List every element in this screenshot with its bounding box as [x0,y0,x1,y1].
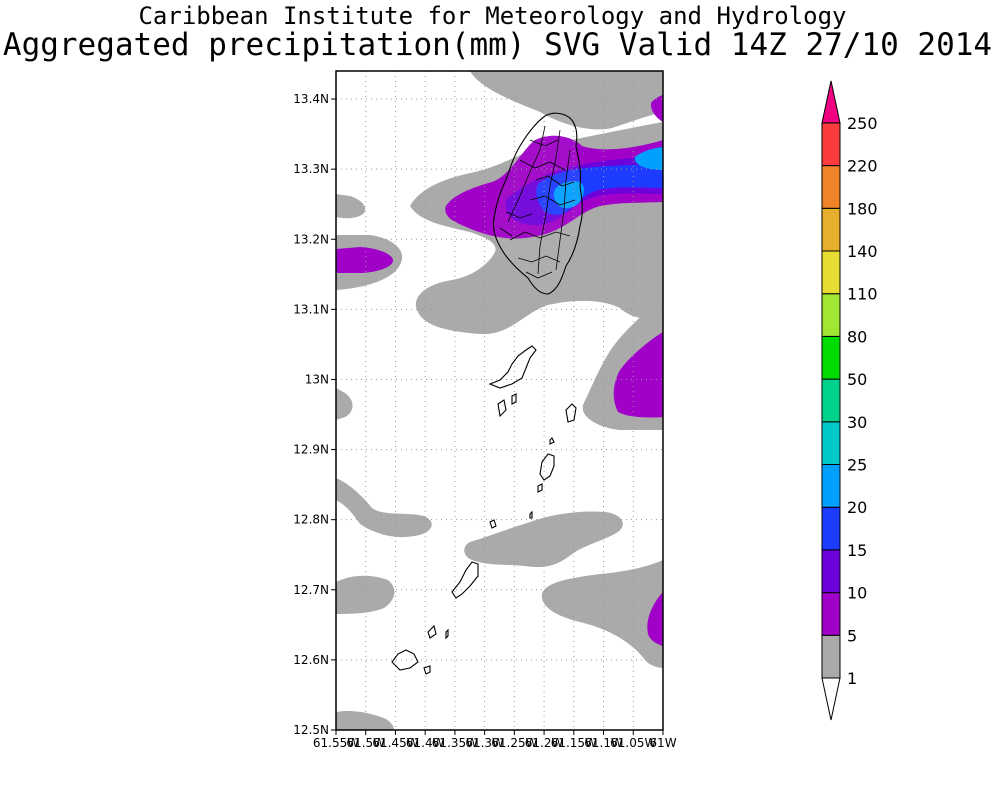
colorbar-segment [821,464,841,508]
precip-area-bottom-left [336,710,394,730]
lat-tick-label: 12.9N [293,443,329,457]
colorbar-segment [821,335,841,380]
precip-area-core-20mm-center [553,181,584,209]
lon-tick-label: 61.4W [406,736,445,750]
colorbar-segment [821,250,841,295]
precip-area-south-center [464,511,623,568]
precip-area-west-blob [336,247,394,273]
precip-area-west-small [336,388,353,420]
colorbar-label: 250 [847,114,878,133]
precip-area-south-east-blob [647,592,663,646]
colorbar-label: 5 [847,626,857,645]
colorbar-label: 10 [847,584,867,603]
lat-tick-label: 13.2N [293,232,329,246]
colorbar-label: 30 [847,413,867,432]
lat-tick-label: 12.7N [293,583,329,597]
small-islet-3 [549,437,555,445]
precip-area-east-blob [613,332,663,418]
lat-tick-label: 13.3N [293,162,329,176]
lat-tick-label: 13.1N [293,302,329,316]
lon-tick-label: 61.45W [372,736,418,750]
lon-tick-label: 61.55W [313,736,359,750]
colorbar-segment [821,207,841,252]
colorbar-label: 25 [847,456,867,475]
colorbar-label: 15 [847,541,867,560]
chart-subtitle: Aggregated precipitation(mm) SVG Valid 1… [2,27,993,63]
colorbar-label: 20 [847,498,867,517]
lon-tick-label: 61.3W [465,736,504,750]
precip-area-south-west [336,575,395,614]
colorbar-segment [821,634,841,679]
island-rivers [499,125,576,279]
st-vincent-island [492,112,583,295]
chart-title: Caribbean Institute for Meteorology and … [138,2,847,30]
colorbar-label: 1 [847,669,857,688]
colorbar-label: 110 [847,285,878,304]
lat-tick-label: 13N [305,372,329,386]
colorbar-segment [821,165,841,209]
precipitation-fields [336,71,663,730]
small-islet-8 [445,628,449,640]
mustique-island [565,403,577,423]
precip-area-southwest [336,478,432,538]
lon-tick-label: 61.25W [491,736,537,750]
lon-tick-label: 61.2W [525,736,564,750]
colorbar-under-triangle [821,677,841,721]
lon-tick-label: 61.1W [584,736,623,750]
colorbar-label: 140 [847,242,878,261]
small-islet-1 [497,399,507,418]
small-islet-6 [529,510,533,519]
precip-area-top-right [470,71,663,130]
coastlines [391,112,583,675]
colorbar-label: 50 [847,370,867,389]
colorbar-label: 80 [847,327,867,346]
colorbar-segment [821,549,841,594]
union-island [451,561,479,599]
map-frame [335,70,664,731]
precip-area-mid-west [336,194,366,219]
lat-tick-label: 13.4N [293,92,329,106]
carriacou-island [391,649,419,671]
lon-tick-label: 61.15W [551,736,597,750]
small-islet-2 [511,393,517,405]
precip-area-core-20mm-east [634,147,663,170]
lon-tick-label: 61.5W [346,736,385,750]
colorbar-label: 220 [847,157,878,176]
latitude-axis: 13.4N 13.3N 13.2N 13.1N 13N 12.9N 12.8N 12.7N 12… [293,92,336,737]
small-islet-9 [423,665,431,675]
longitude-axis: 61.55W61.5W61.45W61.4W61.35W61.3W61.25W6… [313,730,677,750]
bequia-island [488,345,537,389]
colorbar-segment [821,378,841,423]
colorbar-label: 180 [847,199,878,218]
small-islet-7 [427,624,437,639]
small-islet-4 [537,483,543,493]
lat-tick-label: 12.6N [293,653,329,667]
lon-tick-label: 61.35W [432,736,478,750]
colorbar-segment [821,421,841,465]
lon-tick-label: 61.05W [610,736,656,750]
canouan-island [539,453,555,481]
colorbar-segment [821,122,841,167]
colorbar-segment [821,293,841,337]
precip-20-25mm-areas [553,147,663,209]
colorbar-segment [821,592,841,636]
precip-area-south-east [541,560,663,668]
colorbar-over-triangle [821,80,841,124]
colorbar-segment [821,506,841,551]
lat-tick-label: 12.8N [293,513,329,527]
lon-tick-label: 61W [649,736,676,750]
precip-area-top-right-corner [650,95,663,122]
lat-tick-label: 12.5N [293,723,329,737]
small-islet-5 [489,519,497,529]
